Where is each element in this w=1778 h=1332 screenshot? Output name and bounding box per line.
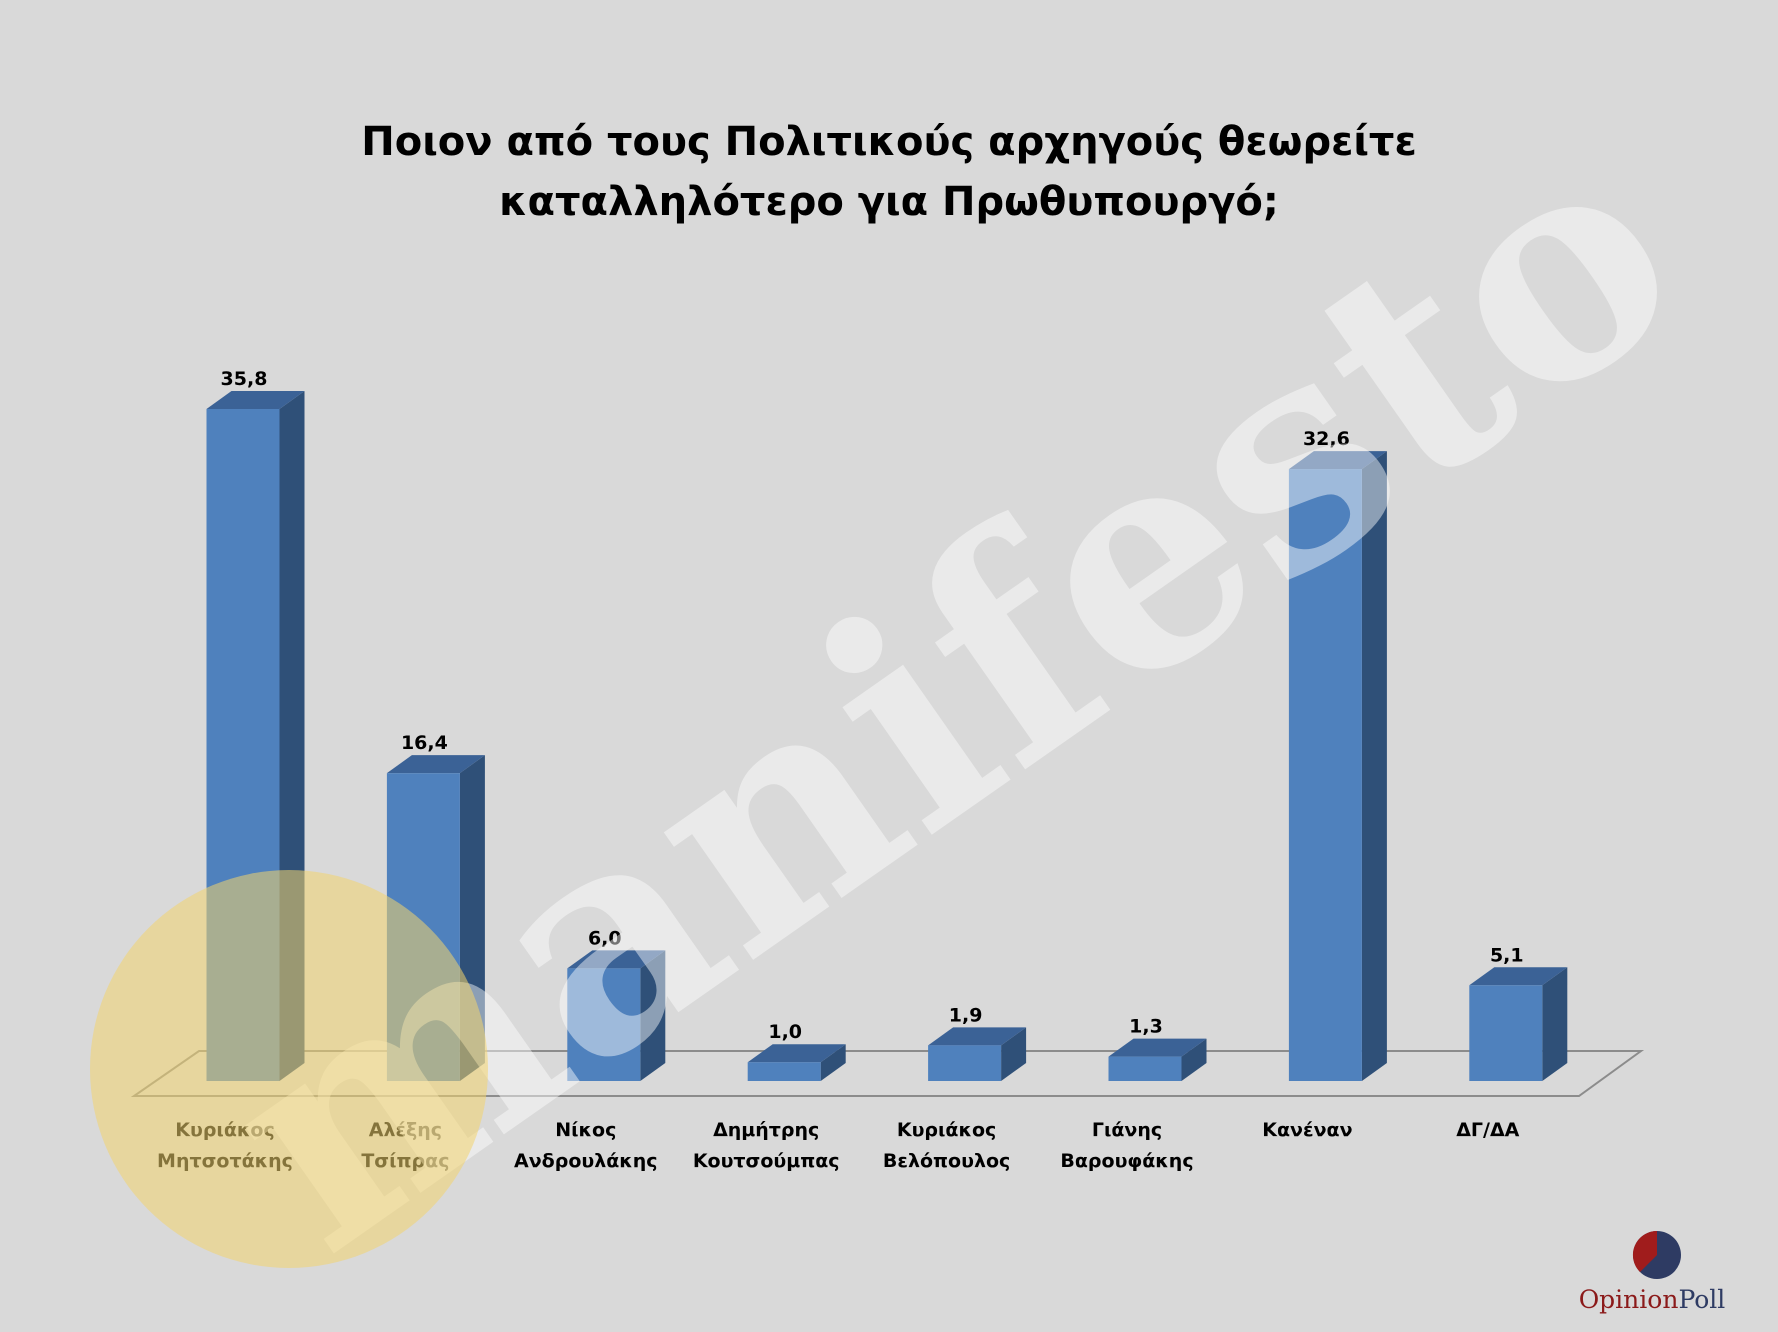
bar-top <box>1288 451 1387 470</box>
bar-front <box>747 1062 821 1081</box>
bar-top <box>567 950 666 969</box>
bar-side <box>1542 967 1568 1081</box>
value-label: 6,0 <box>588 927 622 949</box>
bar <box>747 1044 846 1081</box>
bar-front <box>928 1045 1002 1081</box>
x-tick-label: Κυριάκος Βελόπουλος <box>883 1119 1010 1172</box>
bar <box>1469 967 1568 1081</box>
bar-top <box>928 1027 1027 1046</box>
bar <box>1288 451 1387 1082</box>
bar-side <box>640 950 666 1081</box>
value-label: 1,9 <box>949 1004 983 1026</box>
value-label: 5,1 <box>1490 944 1524 966</box>
x-tick-label: ΔΓ/ΔΑ <box>1456 1119 1519 1141</box>
bar-front <box>1469 985 1543 1081</box>
logo-icon-slice <box>1632 1230 1657 1272</box>
bar-top <box>1108 1038 1207 1057</box>
bar-front <box>1288 469 1362 1082</box>
chart-title: Ποιον από τους Πολιτικούς αρχηγούς θεωρε… <box>361 119 1417 225</box>
logo-part: Poll <box>1678 1285 1725 1314</box>
value-label: 35,8 <box>221 368 268 390</box>
value-label: 32,6 <box>1303 428 1350 450</box>
bar <box>1108 1038 1207 1081</box>
bar-side <box>820 1044 846 1081</box>
bar <box>567 950 666 1081</box>
value-label: 16,4 <box>401 732 448 754</box>
watermark-badge <box>90 870 488 1268</box>
x-tick-label: Γιάνης Βαρουφάκης <box>1060 1119 1193 1172</box>
x-tick-label: Νίκος Ανδρουλάκης <box>514 1119 658 1172</box>
x-tick-label: Δημήτρης Κουτσούμπας <box>693 1119 840 1172</box>
bar-side <box>1181 1038 1207 1081</box>
bar-top <box>206 391 305 409</box>
bar-side <box>1361 451 1387 1082</box>
bar-side <box>1001 1027 1027 1081</box>
bar-front <box>567 968 641 1081</box>
bar-front <box>1108 1056 1182 1081</box>
bar <box>928 1027 1027 1081</box>
x-tick-label: Κανέναν <box>1262 1119 1352 1141</box>
logo-part: Opinion <box>1579 1285 1679 1314</box>
logo: OpinionPoll <box>1579 1285 1726 1314</box>
bar-top <box>386 755 485 774</box>
bar-top <box>747 1044 846 1063</box>
value-label: 1,3 <box>1129 1016 1163 1038</box>
bar-top <box>1469 967 1568 986</box>
value-label: 1,0 <box>768 1021 802 1043</box>
